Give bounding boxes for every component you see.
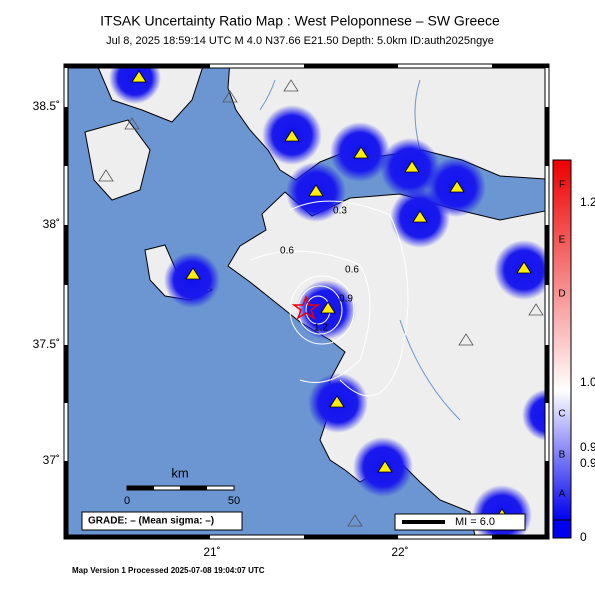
scale-end: 50 — [228, 495, 240, 507]
grade-box — [81, 511, 243, 531]
stations-no-data — [98, 79, 544, 527]
map-shape — [84, 119, 151, 201]
grade-letter: F — [559, 180, 565, 191]
map-shape — [347, 514, 363, 527]
colorbar: F E D C B A 1.2 1.0 0.9 0.9 0 — [552, 159, 595, 544]
map-shape — [227, 191, 545, 535]
map-shape — [492, 535, 549, 539]
map-shape — [304, 535, 398, 539]
map-shape — [412, 210, 428, 223]
map-shape — [185, 267, 201, 280]
map-shape — [289, 200, 409, 397]
contour-label: 0.3 — [333, 206, 347, 217]
map-shape — [259, 79, 276, 111]
map-shape — [64, 225, 68, 285]
colorbar-tick: 0 — [580, 530, 587, 544]
colorbar-tick: 1.2 — [580, 195, 595, 209]
scale-start: 0 — [124, 495, 130, 507]
map-shape — [308, 184, 324, 197]
mi-legend-text: MI = 6.0 — [455, 516, 495, 528]
map-title: ITSAK Uncertainty Ratio Map : West Pelop… — [100, 13, 500, 29]
map-frame — [63, 63, 550, 540]
grade-letter: B — [559, 450, 566, 461]
grade-text: GRADE: – (Mean sigma: –) — [88, 516, 214, 527]
lat-label: 37.5˚ — [33, 337, 60, 351]
contour-labels: 0.3 0.6 0.6 0.9 1.2 — [280, 206, 359, 334]
map-shape — [64, 345, 68, 403]
map-shape — [64, 64, 210, 68]
map-shape — [98, 169, 114, 182]
contour-label: 0.6 — [345, 265, 359, 276]
lat-label: 37˚ — [43, 453, 60, 467]
map-shape — [64, 461, 68, 539]
grade-letter: A — [559, 489, 566, 500]
map-shape — [109, 68, 161, 104]
map-shape — [131, 70, 147, 83]
grade-letter: C — [558, 409, 565, 420]
lat-labels: 38.5˚ 38˚ 37.5˚ 37˚ — [33, 99, 60, 467]
map-shape — [552, 159, 572, 521]
colorbar-tick: 0.9 — [580, 456, 595, 470]
mi-legend-box — [394, 513, 526, 531]
contour-label: 1.2 — [314, 323, 328, 334]
map-shape — [545, 345, 549, 403]
map-subtitle: Jul 8, 2025 18:59:14 UTC M 4.0 N37.66 E2… — [106, 35, 494, 47]
map-shape — [449, 180, 465, 193]
map-shape — [545, 225, 549, 285]
lon-labels: 21˚ 22˚ — [203, 545, 408, 559]
map-shape: F E D C B A — [558, 180, 565, 500]
lat-label: 38˚ — [43, 217, 60, 231]
map-shape — [297, 285, 343, 335]
colorbar-tick: 1.0 — [580, 375, 595, 389]
map-shape — [458, 333, 474, 346]
map-shape — [304, 64, 398, 68]
scale-unit: km — [171, 465, 188, 480]
lon-label: 21˚ — [203, 545, 220, 559]
map-shape — [516, 261, 532, 274]
map-shape — [545, 461, 549, 539]
map-shape — [404, 160, 420, 173]
scale-bar: km 0 50 — [124, 465, 240, 506]
uncertainty-blobs — [109, 68, 545, 535]
map-shape — [222, 90, 238, 103]
map-shape — [320, 301, 336, 314]
map-area: 0.3 0.6 0.6 0.9 1.2 — [68, 68, 545, 535]
map-shape — [377, 460, 393, 473]
map-shape — [289, 275, 355, 345]
map-shape — [283, 79, 299, 92]
epicenter — [291, 294, 321, 320]
map-shape — [127, 486, 154, 490]
map-shape — [180, 486, 207, 490]
map-shape — [64, 107, 68, 166]
map-shape — [492, 64, 549, 68]
map-shape — [552, 519, 572, 539]
colorbar-tick: 0.9 — [580, 440, 595, 454]
footer: Map Version 1 Processed 2025-07-08 19:04… — [72, 566, 265, 575]
contours — [249, 200, 409, 397]
lat-label: 38.5˚ — [33, 99, 60, 113]
map-shape — [329, 395, 345, 408]
map-shape — [249, 250, 371, 383]
grade-letter: E — [559, 235, 566, 246]
lon-label: 22˚ — [391, 545, 408, 559]
map-shape — [528, 303, 544, 316]
contour-label: 0.6 — [280, 246, 294, 257]
map-shape — [64, 64, 549, 539]
map-shape — [284, 129, 300, 142]
map-shape — [522, 389, 545, 441]
grade-letter: D — [558, 289, 565, 300]
map-shape — [545, 107, 549, 166]
map-shape — [399, 319, 461, 421]
map-shape — [353, 146, 369, 159]
map-shape — [64, 535, 210, 539]
map-shape — [164, 252, 220, 308]
map-shape — [124, 117, 140, 130]
map-shape: 1.2 1.0 0.9 0.9 0 — [580, 195, 595, 544]
contour-label: 0.9 — [339, 294, 353, 305]
